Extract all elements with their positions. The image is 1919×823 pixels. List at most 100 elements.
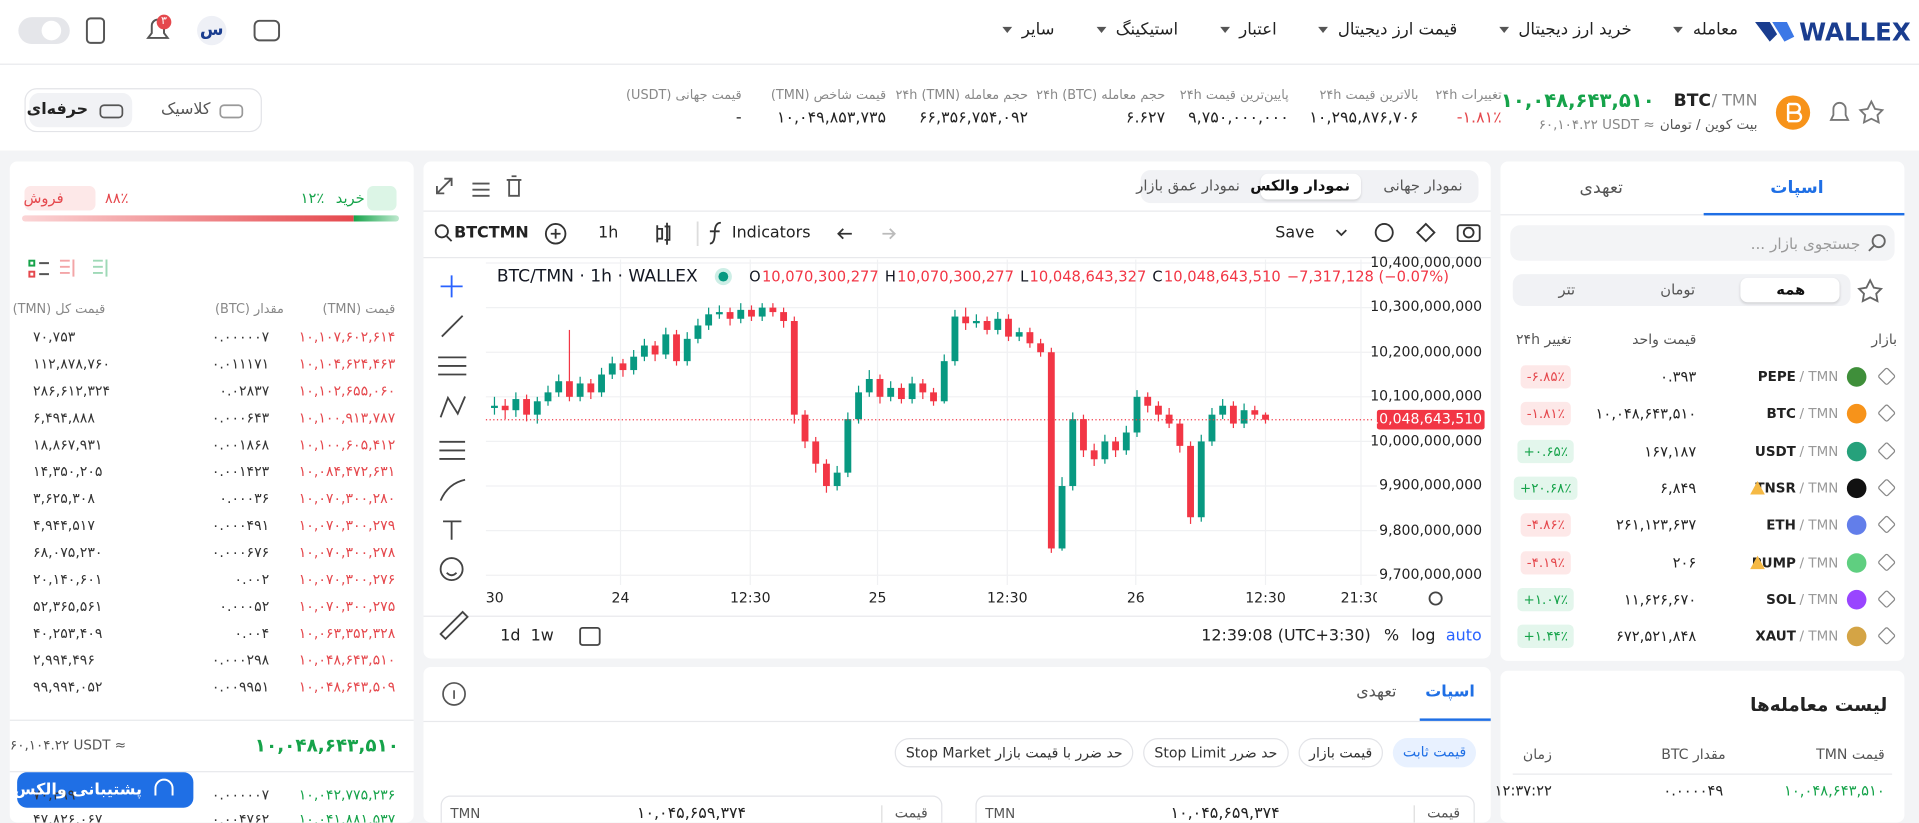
symbol[interactable]: BTCTMN bbox=[454, 224, 529, 243]
toolbar-icons-part[interactable] bbox=[1415, 222, 1436, 243]
scale-option[interactable]: auto bbox=[1445, 626, 1482, 646]
chart-tab[interactable]: نمودار والکس bbox=[1250, 177, 1350, 195]
drawing-tools-part[interactable] bbox=[440, 275, 463, 298]
support-icon-part[interactable] bbox=[154, 778, 174, 796]
nav-item[interactable]: استیکینگ bbox=[1096, 20, 1178, 39]
orderbook-icons-part[interactable] bbox=[28, 270, 36, 278]
toolbar-icons-part[interactable] bbox=[709, 221, 721, 245]
theme-toggle-part[interactable] bbox=[41, 20, 62, 41]
save[interactable]: Save bbox=[1275, 224, 1315, 243]
form-tab[interactable]: اسپات bbox=[1425, 683, 1475, 702]
market-name[interactable]: XAUT / TMN bbox=[1755, 629, 1838, 645]
markets-icons-part[interactable] bbox=[1871, 234, 1886, 249]
nav-item[interactable]: معامله bbox=[1673, 20, 1738, 39]
order-type[interactable]: حد ضرر با قیمت بازار Stop Market bbox=[894, 738, 1134, 768]
drawing-tools-part[interactable] bbox=[438, 356, 467, 376]
drawing-tools-part[interactable] bbox=[443, 520, 462, 540]
scale-option[interactable]: log bbox=[1411, 626, 1436, 646]
avatar-part[interactable] bbox=[197, 15, 227, 46]
input-box[interactable] bbox=[440, 795, 943, 823]
market-filter[interactable]: تومان bbox=[1660, 281, 1696, 299]
support-label[interactable]: پشتیبانی والکس bbox=[13, 781, 142, 800]
orderbook-icons-part[interactable] bbox=[93, 259, 108, 277]
nav-item[interactable]: قیمت ارز دیجیتال bbox=[1318, 20, 1457, 39]
toolbar-icons-part[interactable] bbox=[882, 228, 896, 240]
toolbar-icons-part[interactable] bbox=[1374, 223, 1394, 243]
orderbook-icons-part[interactable] bbox=[39, 262, 49, 276]
chart-header-icons-part[interactable] bbox=[472, 182, 490, 197]
market-name[interactable]: USDT / TMN bbox=[1755, 443, 1838, 459]
order-type[interactable]: قیمت ثابت bbox=[1393, 738, 1477, 768]
mode-option[interactable]: حرفه‌ای bbox=[26, 100, 89, 119]
nav-item[interactable]: اعتبار bbox=[1219, 20, 1277, 39]
chart-footer-icons-part[interactable] bbox=[579, 626, 601, 646]
star-icon-part[interactable] bbox=[1858, 99, 1885, 125]
toolbar-icons[interactable] bbox=[434, 221, 1481, 247]
orderbook-icons-part[interactable] bbox=[59, 259, 75, 277]
avatar[interactable] bbox=[197, 15, 227, 46]
order-type[interactable]: قیمت بازار bbox=[1298, 738, 1384, 768]
mode-option[interactable]: کلاسیک bbox=[161, 100, 211, 119]
scale-option[interactable]: % bbox=[1384, 626, 1400, 646]
drawing-tools-part[interactable] bbox=[441, 315, 464, 338]
drawing-tools-part[interactable] bbox=[439, 557, 464, 582]
toolbar-icons-part[interactable] bbox=[544, 223, 567, 245]
toolbar-icons-part[interactable] bbox=[1462, 226, 1475, 239]
star-icon[interactable] bbox=[1858, 99, 1885, 125]
bell-icon-part[interactable] bbox=[156, 14, 172, 30]
phone-icon[interactable] bbox=[85, 17, 106, 44]
chart-tab[interactable]: نمودار عمق بازار bbox=[1136, 177, 1240, 195]
drawing-tools-part[interactable] bbox=[439, 440, 466, 460]
theme-toggle[interactable] bbox=[18, 17, 70, 45]
range-button[interactable]: 1d bbox=[500, 626, 521, 646]
chart-footer-icons-part[interactable] bbox=[1428, 591, 1443, 606]
phone-icon-part[interactable] bbox=[85, 17, 106, 44]
order-form-icons-part[interactable] bbox=[442, 682, 466, 706]
indicators[interactable]: Indicators bbox=[731, 224, 811, 243]
order-type[interactable]: حد ضرر Stop Limit bbox=[1143, 738, 1289, 768]
toolbar-icons-part[interactable] bbox=[837, 228, 852, 240]
alert-icon-part[interactable] bbox=[1829, 101, 1850, 121]
chart-tab[interactable]: نمودار جهانی bbox=[1383, 177, 1463, 195]
market-name[interactable]: SOL / TMN bbox=[1766, 592, 1838, 608]
support-icon[interactable] bbox=[154, 778, 174, 796]
drawing-tools-part[interactable] bbox=[439, 610, 469, 641]
wallet-icon[interactable] bbox=[253, 19, 281, 42]
drawing-tools-part[interactable] bbox=[439, 395, 466, 418]
input-box[interactable] bbox=[975, 795, 1475, 823]
sell-button[interactable] bbox=[24, 186, 96, 211]
bell-icon[interactable] bbox=[146, 14, 172, 39]
drawing-tools-part[interactable] bbox=[439, 478, 466, 501]
chart-header-icons[interactable] bbox=[436, 175, 522, 197]
market-name[interactable]: TNSR / TMN bbox=[1755, 480, 1838, 496]
orderbook-icons-part[interactable] bbox=[28, 259, 36, 267]
market-tab[interactable]: تعهدی bbox=[1579, 178, 1623, 198]
toolbar-icons-part[interactable] bbox=[434, 224, 449, 239]
search-box[interactable] bbox=[1510, 225, 1895, 261]
toolbar-icons-part[interactable] bbox=[1335, 229, 1347, 237]
wallet-icon-part[interactable] bbox=[253, 19, 281, 42]
markets-icons-part[interactable] bbox=[1868, 245, 1875, 252]
market-name[interactable]: ETH / TMN bbox=[1766, 517, 1838, 533]
market-filter[interactable]: تتر bbox=[1558, 281, 1576, 299]
market-name[interactable]: PEPE / TMN bbox=[1758, 369, 1839, 385]
orderbook-icons[interactable] bbox=[28, 259, 108, 278]
market-name[interactable]: BTC / TMN bbox=[1767, 406, 1839, 422]
chart-header-icons-part[interactable] bbox=[436, 177, 453, 195]
markets-icons[interactable] bbox=[1857, 234, 1886, 303]
search-placeholder[interactable]: جستجوی بازار ... bbox=[1750, 234, 1861, 253]
drawing-tools-part[interactable] bbox=[446, 572, 458, 577]
range-button[interactable]: 1w bbox=[530, 626, 554, 646]
drawing-tools[interactable] bbox=[438, 275, 469, 641]
market-filter[interactable]: همه bbox=[1776, 281, 1806, 299]
market-tab[interactable]: اسپات bbox=[1770, 178, 1824, 198]
buy-button[interactable] bbox=[367, 186, 397, 211]
nav-item[interactable]: خرید ارز دیجیتال bbox=[1498, 20, 1632, 39]
alert-icon[interactable] bbox=[1829, 101, 1850, 121]
toolbar-icons-part[interactable] bbox=[656, 222, 671, 245]
toolbar-icons-part[interactable] bbox=[550, 228, 561, 239]
interval[interactable]: 1h bbox=[598, 224, 619, 243]
toolbar-icons-part[interactable] bbox=[446, 235, 453, 242]
form-tab[interactable]: تعهدی bbox=[1356, 683, 1397, 702]
nav-item[interactable]: سایر bbox=[1002, 20, 1055, 39]
